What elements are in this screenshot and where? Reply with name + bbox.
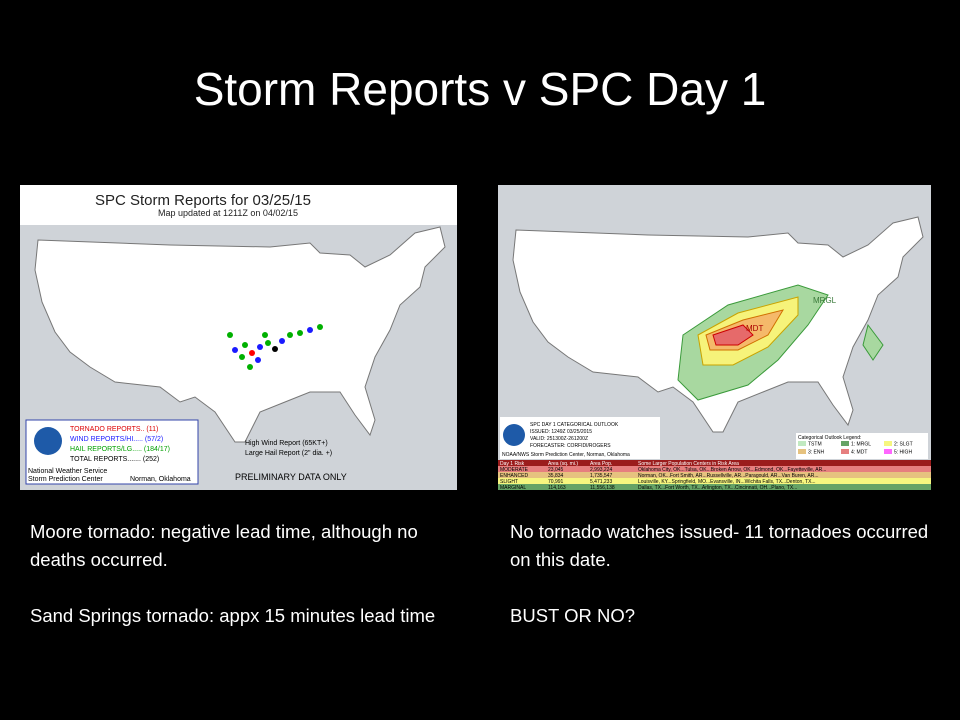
note: Moore tornado: negative lead time, altho… [30, 521, 418, 570]
header-text: FORECASTER: CORFIDI/ROGERS [530, 443, 611, 449]
table-header: Some Larger Population Centers in Risk A… [638, 461, 739, 467]
table-cell: 23,045 [548, 467, 564, 473]
mdt-area [712, 324, 754, 346]
table-row [498, 466, 931, 472]
us-outline [34, 226, 446, 443]
key-entry: High Wind Report (65KT+) [245, 440, 328, 447]
table-cell: Oklahoma City, OK...Tulsa, OK...Broken A… [638, 467, 826, 473]
table-row [498, 484, 931, 490]
legend-swatch [841, 449, 849, 454]
table-header: Area (sq. mi.) [548, 461, 578, 467]
legend-entry: 5: HIGH [894, 450, 912, 456]
header-box [500, 417, 660, 459]
table-row [498, 472, 931, 478]
note: Sand Springs tornado: appx 15 minutes le… [30, 605, 436, 626]
table-cell: 114,163 [548, 485, 566, 490]
key-entry: Large Hail Report (2" dia. +) [245, 450, 332, 457]
left-notes: Moore tornado: negative lead time, altho… [30, 518, 440, 658]
table-cell: ENHANCED [500, 473, 528, 479]
legend: TSTM 1: MRGL 2: SLGT 3: ENH 4: MDT 5: HIGH [798, 441, 913, 456]
map-subtitle: Map updated at 1211Z on 04/02/15 [158, 208, 298, 218]
table-cell: 5,471,233 [590, 479, 612, 485]
legend-entry: WIND REPORTS/HI..... (57/2) [70, 436, 163, 443]
header-text: VALID: 251300Z-261200Z [530, 436, 588, 442]
legend-title: Categorical Outlook Legend: [798, 435, 861, 441]
note: No tornado watches issued- 11 tornadoes … [510, 521, 929, 570]
table-cell: 70,991 [548, 479, 564, 485]
legend-swatch [798, 449, 806, 454]
legend-entry: 4: MDT [851, 450, 867, 456]
legend-entry: 2: SLGT [894, 442, 913, 448]
legend-swatch [841, 441, 849, 446]
table-header: Area Pop. [590, 461, 612, 467]
table-cell: Louisville, KY...Springfield, MO...Evans… [638, 479, 816, 485]
table-cell: Dallas, TX...Fort Worth, TX...Arlington,… [638, 485, 797, 490]
table-cell: 35,834 [548, 473, 564, 479]
footer-text: Norman, Oklahoma [130, 476, 191, 483]
report-dots [227, 324, 323, 370]
table-cell: MODERATE [500, 467, 529, 473]
storm-reports-map: SPC Storm Reports for 03/25/15 Map updat… [20, 185, 457, 490]
legend-swatch [884, 449, 892, 454]
right-notes: No tornado watches issued- 11 tornadoes … [510, 518, 940, 658]
legend-entry: TSTM [808, 442, 822, 448]
legend-entry: 3: ENH [808, 450, 825, 456]
header-text: SPC DAY 1 CATEGORICAL OUTLOOK [530, 422, 619, 428]
spc-outlook-map: MRGL MDT SPC DAY 1 CATEGORICAL OUTLOOK I… [498, 185, 931, 490]
slide-title: Storm Reports v SPC Day 1 [193, 63, 767, 115]
table-header: Day 1 Risk [500, 461, 525, 467]
table-cell: 11,556,138 [590, 485, 615, 490]
table-row [498, 478, 931, 484]
area-label: MRGL [813, 296, 837, 305]
legend-swatch [884, 441, 892, 446]
noaa-logo [503, 424, 525, 446]
map-header [20, 185, 457, 225]
table-cell: 2,993,224 [590, 467, 612, 473]
table-cell: Norman, OK...Fort Smith, AR...Russellvil… [638, 473, 819, 479]
mrgl-area [862, 323, 884, 361]
table-cell: MARGINAL [500, 485, 526, 490]
table-header-row [498, 460, 931, 466]
table-cell: SLIGHT [500, 479, 518, 485]
legend-entry: TOTAL REPORTS....... (252) [70, 456, 159, 463]
map-title: SPC Storm Reports for 03/25/15 [95, 192, 311, 209]
legend-entry: TORNADO REPORTS.. (11) [70, 426, 158, 433]
footer-text: National Weather Service [28, 468, 107, 475]
noaa-logo [34, 427, 62, 455]
table-cell: 1,735,547 [590, 473, 612, 479]
footer-text: Storm Prediction Center [28, 476, 103, 483]
legend-entry: HAIL REPORTS/LG..... (184/17) [70, 446, 170, 453]
area-label: MDT [746, 324, 763, 333]
legend-swatch [798, 441, 806, 446]
risk-table: Day 1 Risk Area (sq. mi.) Area Pop. Some La… [498, 460, 931, 490]
header-text: ISSUED: 1249Z 03/25/2015 [530, 429, 592, 435]
legend-entry: 1: MRGL [851, 442, 871, 448]
note: BUST OR NO? [510, 605, 636, 626]
header-text: NOAA/NWS Storm Prediction Center, Norman… [502, 452, 630, 458]
legend-box [796, 433, 928, 459]
footer-text: PRELIMINARY DATA ONLY [235, 472, 347, 482]
